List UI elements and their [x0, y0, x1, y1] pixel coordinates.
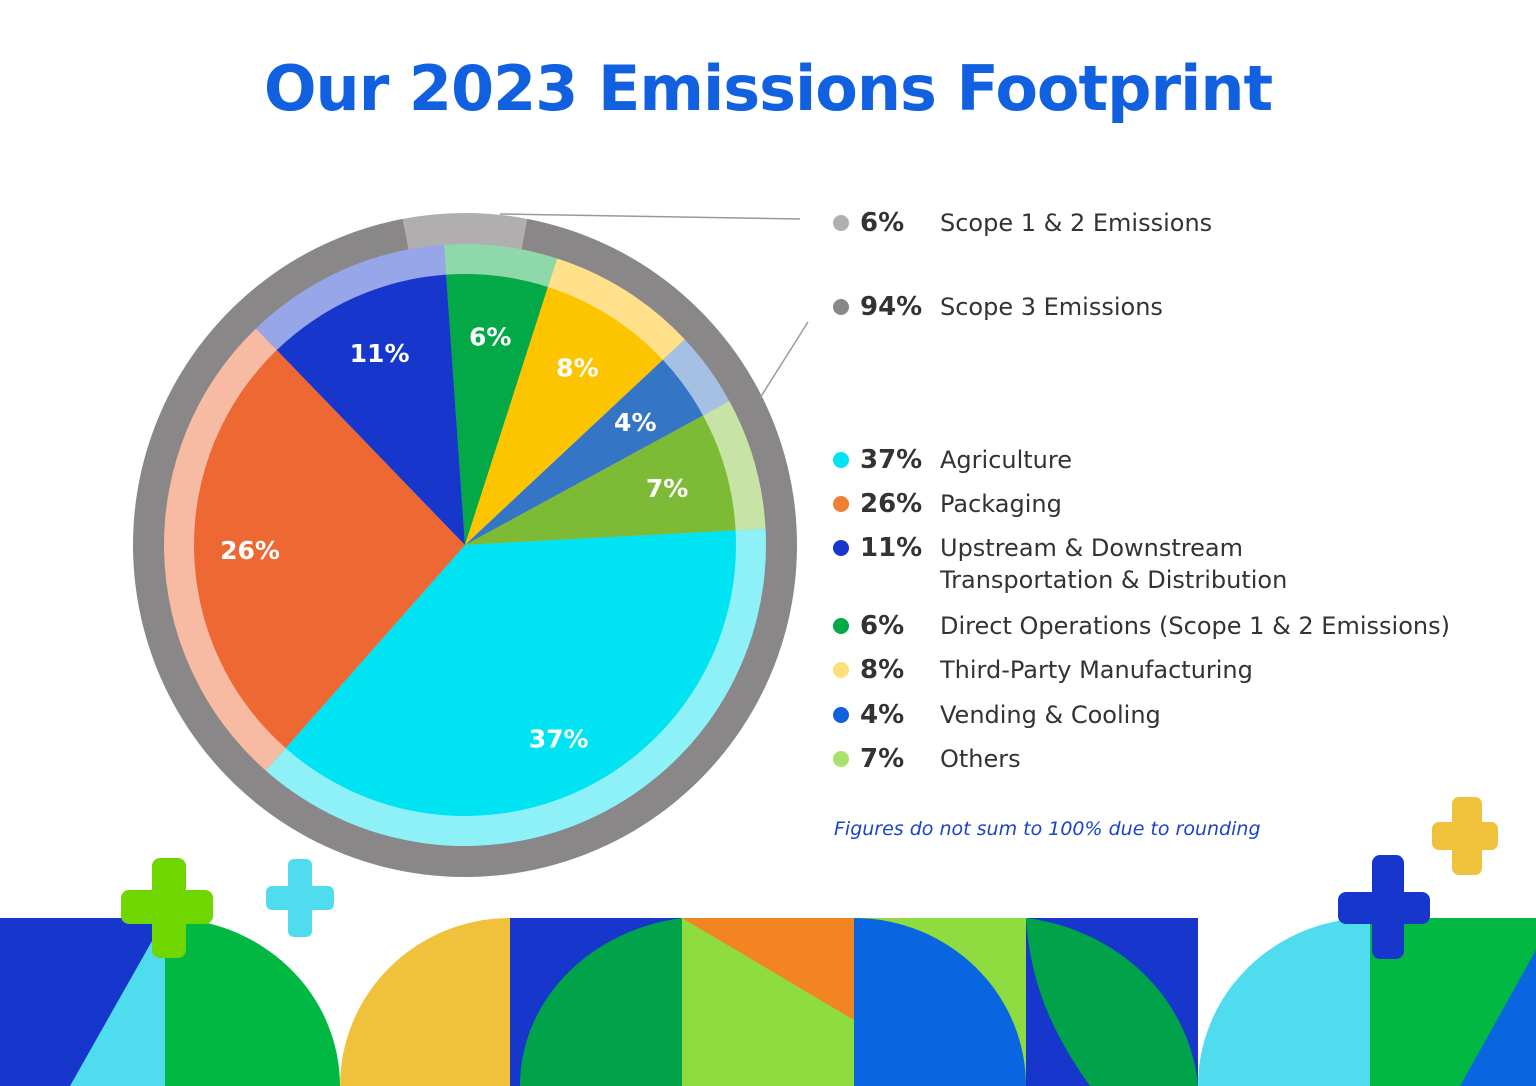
- footer-tile: [165, 918, 340, 1086]
- pie-slice-packaging: [194, 350, 465, 749]
- page-title: Our 2023 Emissions Footprint: [263, 52, 1273, 125]
- legend-label: Upstream & Downstream Transportation & D…: [940, 534, 1288, 594]
- legend-percent: 6%: [860, 208, 905, 238]
- footer-tile: [340, 918, 510, 1086]
- legend-label: Scope 1 & 2 Emissions: [940, 209, 1213, 237]
- legend-percent: 7%: [860, 744, 905, 774]
- pie-label-agriculture: 37%: [529, 725, 589, 754]
- legend-swatch: [833, 707, 849, 723]
- category-pie: [194, 274, 736, 816]
- plus-yellow-icon: [1432, 797, 1498, 875]
- legend-percent: 26%: [860, 489, 923, 519]
- footer-tile: [1026, 918, 1198, 1086]
- pie-label-direct-operations-scope-1-2-emissions: 6%: [469, 323, 511, 352]
- legend-label: Agriculture: [940, 446, 1072, 474]
- legend-item-packaging: 26% Packaging: [833, 488, 1500, 520]
- legend-item-upstream-downstream-transportation-distribution: 11% Upstream & Downstream Transportation …: [833, 532, 1340, 596]
- pie-slice-others: [465, 415, 736, 545]
- legend-percent: 4%: [860, 700, 905, 730]
- pie-label-vending-cooling: 4%: [614, 408, 656, 437]
- leader-line-scope-3: [759, 321, 809, 399]
- legend-percent: 37%: [860, 445, 923, 475]
- legend-item-scope-1-2-emissions: 6% Scope 1 & 2 Emissions: [833, 207, 1500, 239]
- legend-swatch: [833, 751, 849, 767]
- legend-swatch: [833, 452, 849, 468]
- legend-label: Vending & Cooling: [940, 701, 1161, 729]
- legend-item-scope-3-emissions: 94% Scope 3 Emissions: [833, 291, 1500, 323]
- footnote: Figures do not sum to 100% due to roundi…: [834, 818, 1261, 840]
- legend-label: Others: [940, 745, 1021, 773]
- legend-item-agriculture: 37% Agriculture: [833, 444, 1500, 476]
- pie-slice-third-party-manufacturing: [465, 286, 663, 545]
- pie-label-upstream-downstream-transportation-distribution: 11%: [350, 339, 410, 368]
- legend-percent: 6%: [860, 611, 905, 641]
- legend-label: Third-Party Manufacturing: [940, 656, 1253, 684]
- legend-swatch: [833, 540, 849, 556]
- pie-slice-agriculture: [285, 530, 736, 816]
- plus-green-icon: [121, 858, 213, 958]
- footer-tile: [1198, 918, 1370, 1086]
- footer-tile: [520, 918, 682, 1086]
- legend-item-others: 7% Others: [833, 743, 1500, 775]
- pie-label-others: 7%: [646, 474, 688, 503]
- footer-tile: [682, 918, 854, 1020]
- plus-cyan-icon: [266, 859, 334, 937]
- legend-swatch: [833, 215, 849, 231]
- pie-label-packaging: 26%: [220, 536, 280, 565]
- legend-label: Scope 3 Emissions: [940, 293, 1163, 321]
- plus-blue-icon: [1338, 855, 1430, 959]
- legend-swatch: [833, 299, 849, 315]
- legend-swatch: [833, 662, 849, 678]
- leader-line-scope-1-2: [499, 213, 801, 220]
- pie-slice-upstream-downstream-transportation-distribution: [276, 274, 465, 545]
- pie-labels: 6% 8% 4% 7% 37% 26% 11%: [220, 323, 688, 754]
- legend-label: Direct Operations (Scope 1 & 2 Emissions…: [940, 612, 1450, 640]
- legend-percent: 11%: [860, 533, 923, 563]
- pie-slice-direct-operations-scope-1-2-emissions: [446, 274, 548, 545]
- pie-slice-vending-cooling: [465, 359, 704, 545]
- legend-swatch: [833, 618, 849, 634]
- legend-percent: 8%: [860, 655, 905, 685]
- legend-percent: 94%: [860, 292, 923, 322]
- legend-item-direct-operations-scope-1-2-emissions: 6% Direct Operations (Scope 1 & 2 Emissio…: [833, 610, 1500, 642]
- legend-label: Packaging: [940, 490, 1062, 518]
- legend-swatch: [833, 496, 849, 512]
- legend-item-third-party-manufacturing: 8% Third-Party Manufacturing: [833, 654, 1500, 686]
- pie-label-third-party-manufacturing: 8%: [556, 354, 598, 383]
- footer-tile: [1460, 950, 1536, 1086]
- footer-tile: [854, 918, 1026, 1086]
- footer-tile: [70, 918, 165, 1086]
- legend-item-vending-cooling: 4% Vending & Cooling: [833, 699, 1500, 731]
